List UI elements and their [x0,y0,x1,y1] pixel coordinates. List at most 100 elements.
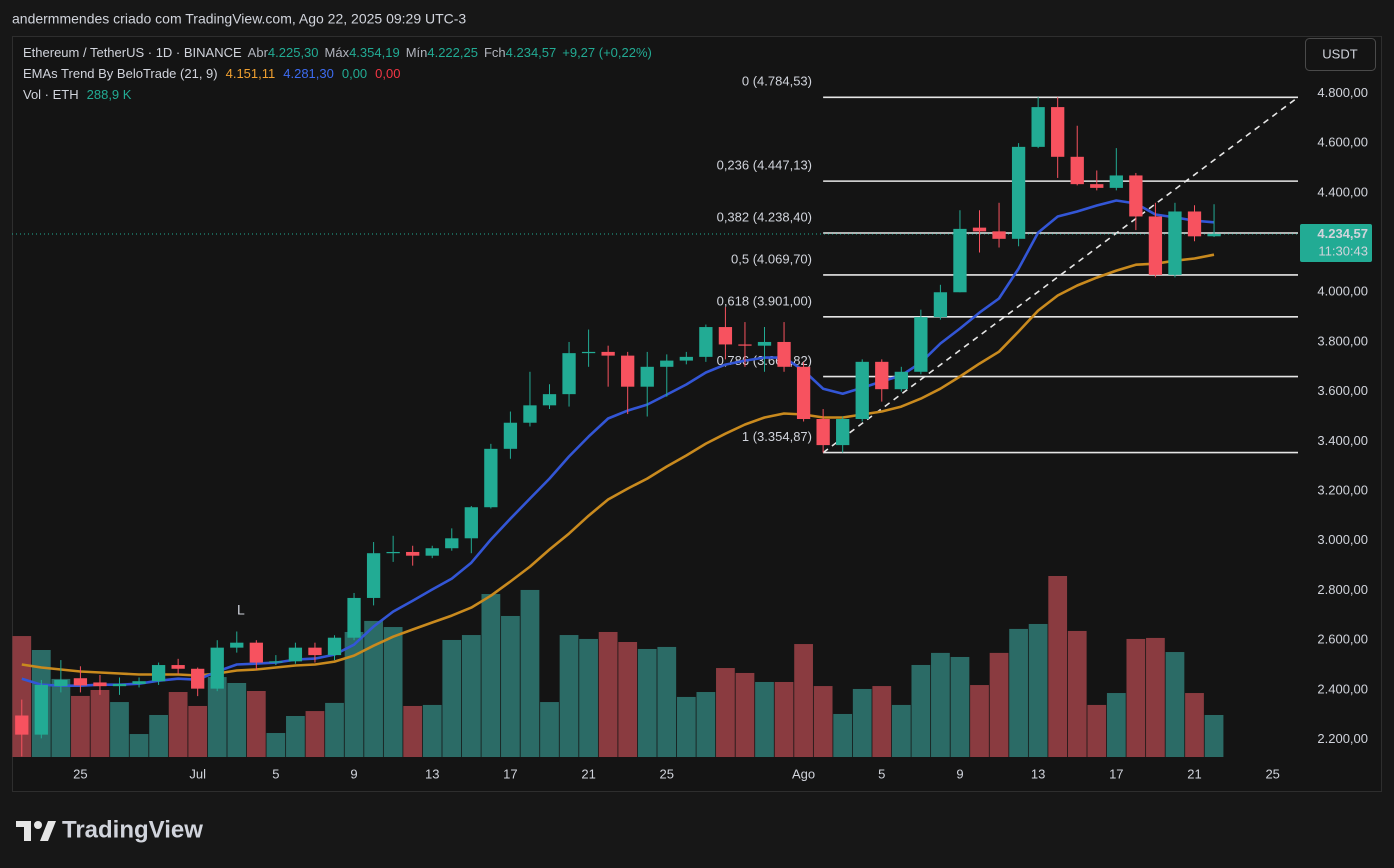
volume-bar [1106,693,1126,757]
candle-body [1207,233,1221,237]
volume-bar [461,635,481,757]
candle-body [288,647,303,662]
candle-body [464,507,478,539]
x-tick-label: 25 [660,766,674,781]
volume-bar [950,656,970,757]
candle-body [327,637,342,656]
volume-value: 288,9 K [87,87,132,102]
volume-layer [12,576,1224,757]
volume-bar [716,668,735,757]
candle-body [445,538,459,549]
candle-body [347,597,361,638]
candle-body [523,405,537,423]
candle-body [757,341,772,346]
logo-text: TradingView [62,816,203,843]
x-tick-label: Ago [792,766,815,781]
volume-bar [755,681,774,757]
candle-body [269,661,283,663]
candle-body [581,351,596,354]
label-layer: 2.200,00 2.400,00 2.600,00 2.800,00 3.000,00… [23,45,1372,781]
candle-body [621,355,635,387]
volume-bar [383,627,403,757]
volume-bar [911,664,931,757]
candle-body [249,642,263,663]
change: +9,27 (+0,22%) [562,45,652,60]
candle-body [1011,146,1026,239]
ohlc-value: 4.225,30 [268,45,319,60]
candle-layer [15,97,1221,757]
indicator-value: 0,00 [342,66,367,81]
fib-label: 0,618 (3.901,00) [717,293,812,308]
x-tick-label: 21 [1187,766,1201,781]
volume-bar [989,652,1009,757]
ohlc-name: Máx [325,45,350,60]
volume-bar [110,702,129,757]
candle-body [972,227,987,232]
indicator-name: EMAs Trend By BeloTrade (21, 9) [23,66,218,81]
y-tick-label: 4.800,00 [1317,85,1368,100]
volume-bar [1067,630,1087,757]
y-tick-label: 4.000,00 [1317,284,1368,299]
candle-body [230,642,244,648]
volume-bar [501,615,520,757]
volume-bar [442,639,462,757]
ohlc-value: 4.222,25 [427,45,478,60]
candle-body [640,366,654,387]
fib-label: 0 (4.784,53) [742,74,812,89]
volume-bar [51,678,71,757]
currency-label[interactable]: USDT [1322,46,1357,61]
volume-bar [540,702,559,757]
candle-body [1129,175,1143,217]
candle-body [660,360,674,367]
candle-body [1187,211,1202,237]
volume-bar [1048,576,1068,757]
legend-symbol: Ethereum / TetherUS · 1D · BINANCE Abr4.2… [23,45,652,60]
candle-body [875,361,889,390]
annotation: L [237,602,245,618]
x-tick-label: 9 [350,766,357,781]
candle-body [308,647,322,656]
fib-label: 1 (3.354,87) [742,429,812,444]
volume-bar [246,690,266,757]
candle-body [151,665,166,682]
fib-label: 0,5 (4.069,70) [731,251,812,266]
volume-bar [71,695,90,757]
currency-button[interactable] [1305,38,1376,71]
indicator-value: 4.281,30 [283,66,334,81]
candle-body [679,356,693,361]
x-tick-label: 21 [581,766,595,781]
volume-bar [188,705,208,757]
volume-bar [481,594,501,757]
candle-body [210,647,224,689]
volume-bar [1009,628,1028,757]
indicator-value: 4.151,11 [226,66,276,81]
candle-body [601,351,615,356]
logo-icon [34,821,42,829]
volume-bar [168,692,188,757]
candle-body [1090,184,1104,188]
y-tick-label: 4.600,00 [1317,135,1368,150]
candle-body [112,683,127,687]
x-tick-label: 5 [878,766,885,781]
volume-bar [1146,637,1165,757]
y-tick-label: 3.400,00 [1317,433,1368,448]
volume-bar [637,648,657,757]
volume-bar [872,686,892,757]
x-tick-label: 5 [272,766,279,781]
volume-bar [579,638,598,757]
candle-body [1109,175,1123,188]
y-tick-label: 2.800,00 [1317,582,1368,597]
logo-icon [16,821,31,841]
volume-bar [833,713,853,757]
volume-bar [891,704,911,757]
volume-bar [735,672,755,757]
volume-bar [794,644,813,757]
candle-body [73,678,88,686]
volume-bar [970,685,989,757]
candle-body [93,682,107,687]
legend-volume: Vol · ETH 288,9 K [23,87,132,102]
candle-body [1051,107,1065,157]
candle-body [503,422,518,449]
